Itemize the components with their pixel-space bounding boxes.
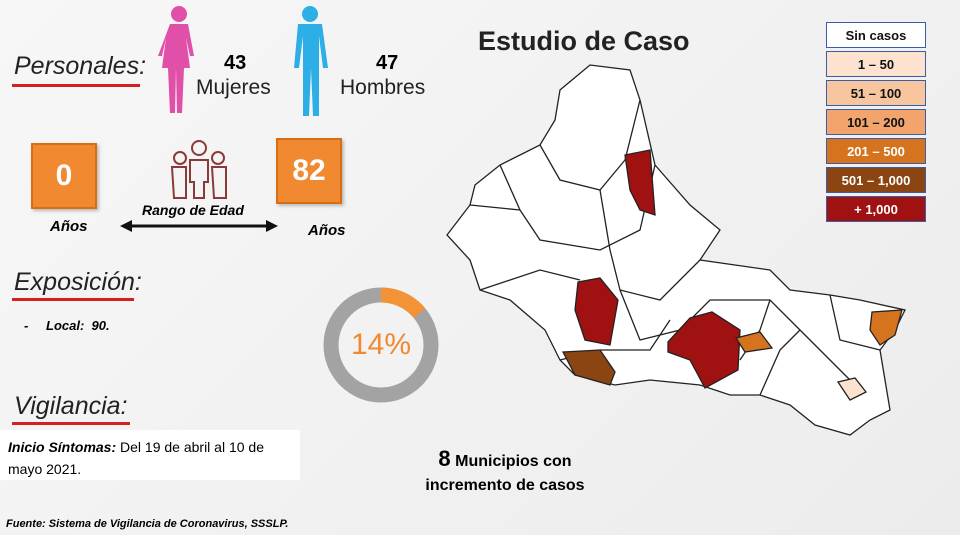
legend-entry: 51 – 100 — [826, 80, 926, 106]
underline — [12, 298, 134, 301]
municipios-line: incremento de casos — [425, 477, 585, 494]
legend-entry: 201 – 500 — [826, 138, 926, 164]
legend-entry: 101 – 200 — [826, 109, 926, 135]
heading: Personales: — [14, 52, 147, 80]
age-max: 82 — [276, 138, 342, 204]
group-icon — [170, 140, 227, 199]
underline — [12, 422, 130, 425]
age-arrow — [120, 220, 278, 232]
municipios-line: Municipios con — [455, 453, 572, 470]
symptoms-text: Del 19 de abril al 10 de mayo 2021. — [8, 439, 265, 477]
title: Estudio de Caso — [478, 26, 690, 56]
female-icon — [158, 6, 194, 113]
municipios-count: 8 — [438, 446, 451, 471]
age-min-label: Años — [50, 218, 88, 235]
source: Fuente: Sistema de Vigilancia de Coronav… — [6, 518, 289, 530]
male-label: Hombres — [340, 76, 426, 99]
age-max-label: Años — [308, 222, 346, 239]
donut-label: 14% — [351, 328, 411, 361]
municipios: 8 Municipios con incremento de casos — [390, 447, 620, 498]
map — [446, 64, 906, 436]
exposure-text: Local: 90. — [46, 318, 110, 333]
donut-arc — [380, 287, 426, 319]
legend: Sin casos 1 – 50 51 – 100 101 – 200 201 – 50… — [826, 22, 928, 232]
legend-entry: 501 – 1,000 — [826, 167, 926, 193]
heading: Vigilancia: — [14, 392, 128, 420]
age-min: 0 — [31, 143, 97, 209]
female-count: 43 — [224, 52, 247, 74]
age-range-label: Rango de Edad — [142, 202, 244, 218]
male-icon — [294, 6, 328, 116]
symptoms-label: Inicio Síntomas: — [8, 439, 117, 455]
legend-entry: Sin casos — [826, 22, 926, 48]
legend-entry: 1 – 50 — [826, 51, 926, 77]
bullet: - — [24, 318, 29, 333]
legend-entry: + 1,000 — [826, 196, 926, 222]
underline — [12, 84, 140, 87]
heading: Exposición: — [14, 268, 142, 296]
male-count: 47 — [376, 52, 399, 74]
female-label: Mujeres — [196, 76, 271, 99]
symptoms-box: Inicio Síntomas: Del 19 de abril al 10 d… — [0, 430, 300, 480]
